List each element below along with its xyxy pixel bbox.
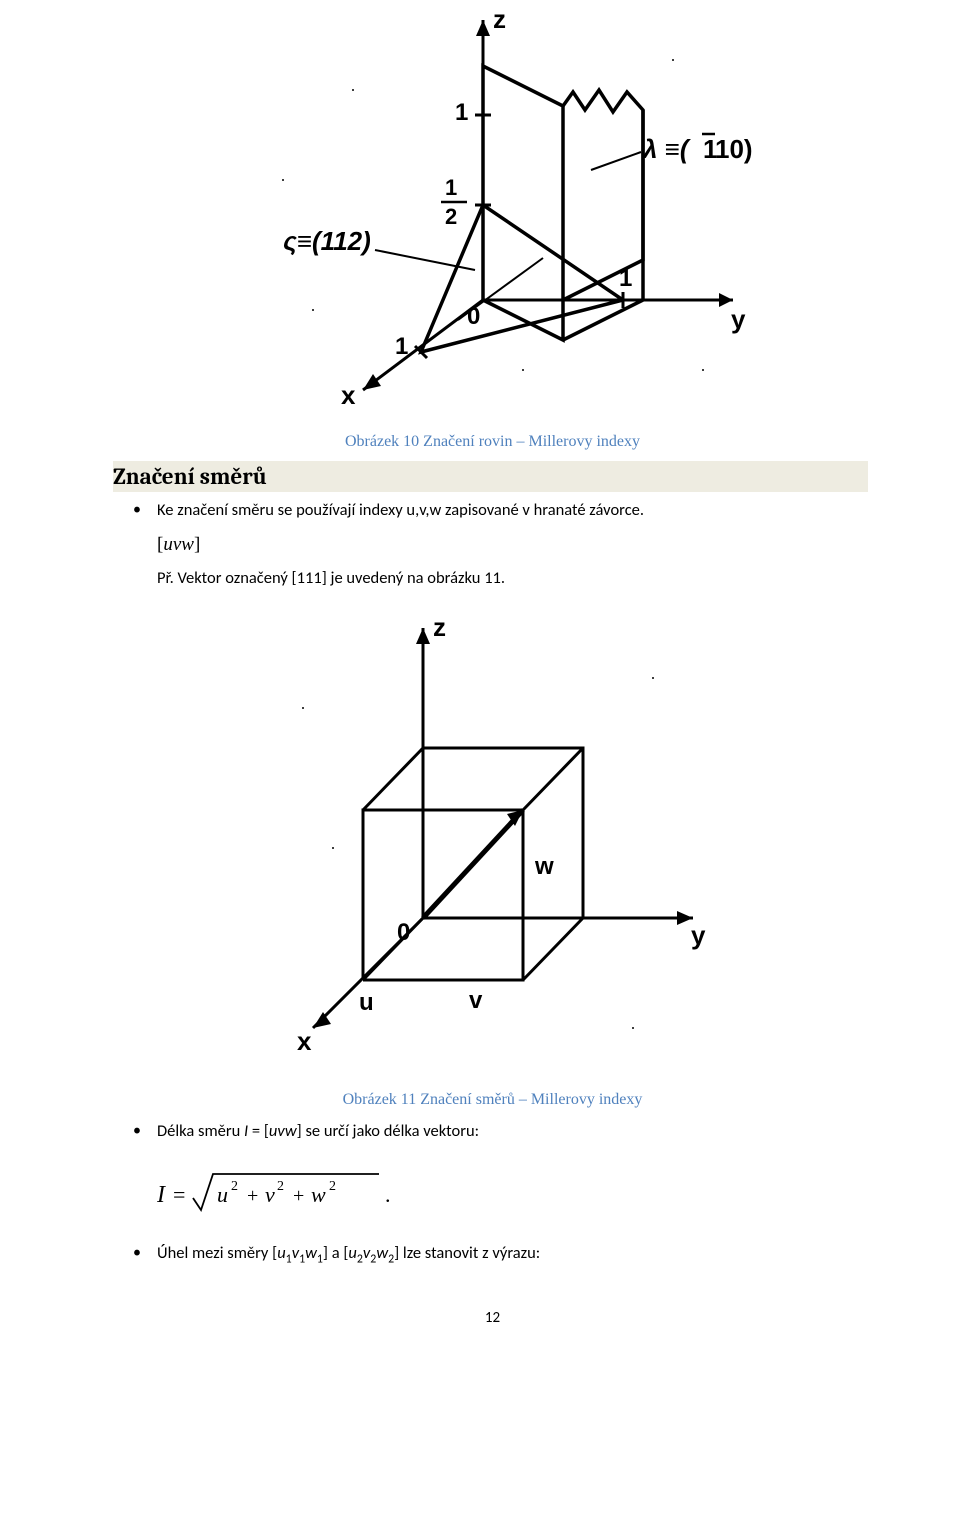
b3-mid: ] a [ bbox=[323, 1243, 348, 1263]
svg-text:w: w bbox=[311, 1182, 326, 1207]
uvw-vars: uvw bbox=[163, 534, 194, 555]
b2-suffix: ] se určí jako délka vektoru: bbox=[297, 1121, 479, 1141]
svg-text:v: v bbox=[265, 1182, 275, 1207]
example-line: Př. Vektor označený [111] je uvedený na … bbox=[115, 568, 870, 588]
fig10-axis-x: x bbox=[341, 380, 356, 410]
fig11-v: v bbox=[469, 987, 483, 1014]
fig10-origin: 0 bbox=[467, 303, 480, 330]
b2-prefix: Délka směru bbox=[157, 1121, 244, 1141]
b2-uvw: uvw bbox=[269, 1121, 297, 1141]
formula-eq: = bbox=[173, 1182, 185, 1207]
bullet-1-text: Ke značení směru se používají indexy u,v… bbox=[157, 500, 644, 520]
figure-10-svg: y x z 1 1 2 0 1 1 bbox=[223, 0, 763, 410]
uvw-notation: [uvw] bbox=[115, 534, 870, 556]
fig10-lambda-label: λ ≡( 1 10) bbox=[641, 134, 753, 164]
fig10-axis-y: y bbox=[731, 304, 746, 334]
fig10-tick-x1: 1 bbox=[395, 333, 408, 360]
fig10-tick-z1: 1 bbox=[455, 99, 468, 126]
svg-text:2: 2 bbox=[231, 1179, 238, 1194]
fig10-tick-half-num: 1 bbox=[445, 175, 457, 200]
bullet-indexing: Ke značení směru se používají indexy u,v… bbox=[157, 498, 870, 524]
svg-text:u: u bbox=[217, 1182, 228, 1207]
fig10-tick-half-den: 2 bbox=[445, 204, 457, 229]
svg-text:10): 10) bbox=[715, 134, 753, 164]
figure-10-caption: Obrázek 10 Značení rovin – Millerovy ind… bbox=[115, 433, 870, 451]
fig10-rho-label: ς≡(112) bbox=[283, 226, 371, 256]
fig11-axis-y: y bbox=[691, 920, 706, 950]
svg-text:+: + bbox=[247, 1185, 258, 1207]
formula-lhs: I bbox=[157, 1182, 166, 1208]
figure-10: y x z 1 1 2 0 1 1 bbox=[115, 0, 870, 415]
bullet-length: Délka směru I = [uvw] se určí jako délka… bbox=[157, 1119, 870, 1145]
fig11-axis-x: x bbox=[297, 1026, 312, 1056]
figure-11: z y x 0 bbox=[115, 598, 870, 1073]
svg-text:+: + bbox=[293, 1185, 304, 1207]
heading-bar: Značení směrů bbox=[113, 461, 868, 492]
bullet-angle: Úhel mezi směry [u1v1w1] a [u2v2w2] lze … bbox=[157, 1241, 870, 1269]
figure-11-svg: z y x 0 bbox=[263, 598, 723, 1068]
section-heading: Značení směrů bbox=[113, 463, 868, 490]
svg-text:λ ≡(: λ ≡( bbox=[641, 134, 692, 164]
fig10-axis-z: z bbox=[493, 4, 506, 34]
b3-prefix: Úhel mezi směry [ bbox=[157, 1243, 277, 1263]
b3-suffix: ] lze stanovit z výrazu: bbox=[394, 1243, 540, 1263]
page-number: 12 bbox=[115, 1309, 870, 1327]
b2-mid: = [ bbox=[248, 1121, 269, 1141]
svg-text:2: 2 bbox=[277, 1179, 284, 1194]
fig11-axis-z: z bbox=[433, 612, 446, 642]
length-formula: I = u 2 + v 2 + w 2 . bbox=[115, 1162, 870, 1223]
svg-text:.: . bbox=[385, 1182, 391, 1207]
svg-text:2: 2 bbox=[329, 1179, 336, 1194]
figure-11-caption: Obrázek 11 Značení směrů – Millerovy ind… bbox=[115, 1091, 870, 1109]
fig11-w: w bbox=[534, 853, 554, 880]
fig11-u: u bbox=[359, 989, 374, 1016]
